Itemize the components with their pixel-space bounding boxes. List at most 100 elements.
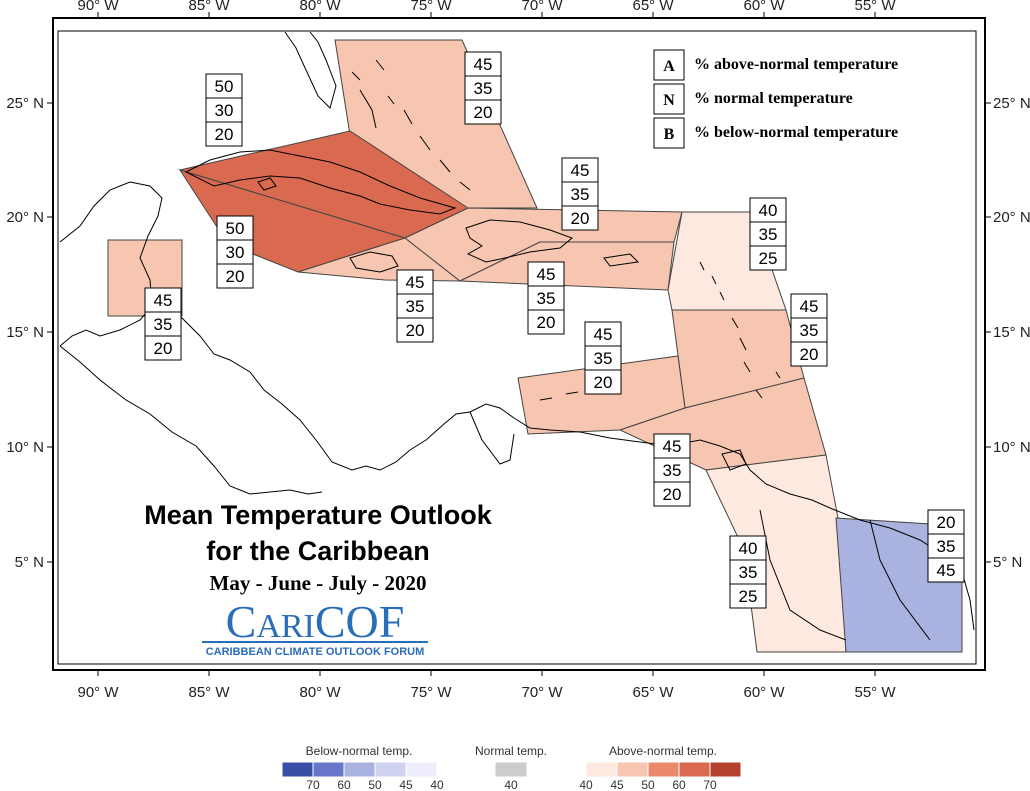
central-america-coast — [149, 305, 831, 509]
color-scale: Below-normal temp. Normal temp. Above-no… — [281, 744, 742, 791]
forecast-value: 35 — [406, 297, 425, 316]
region-puerto-rico — [459, 241, 675, 291]
lon-label: 70° W — [521, 0, 563, 14]
lon-label: 55° W — [854, 684, 896, 701]
forecast-value: 35 — [739, 563, 758, 582]
lesser-antilles — [699, 261, 781, 399]
scale-tick: 40 — [504, 778, 518, 791]
lon-label: 90° W — [77, 684, 119, 701]
scale-tick: 60 — [337, 778, 351, 791]
scale-swatch-above-40 — [585, 761, 618, 778]
lon-label: 55° W — [854, 0, 896, 14]
forecast-box-bahamas: 45 35 20 — [464, 51, 502, 125]
forecast-value: 20 — [594, 373, 613, 392]
forecast-value: 25 — [739, 587, 758, 606]
forecast-box-windward: 45 35 20 — [790, 293, 828, 367]
forecast-value: 45 — [406, 273, 425, 292]
forecast-box-cuba: 50 30 20 — [205, 73, 243, 147]
forecast-value: 45 — [537, 265, 556, 284]
forecast-value: 20 — [406, 321, 425, 340]
scale-title-below: Below-normal temp. — [306, 744, 413, 758]
forecast-value: 40 — [759, 201, 778, 220]
forecast-value: 45 — [800, 297, 819, 316]
title-period: May - June - July - 2020 — [210, 571, 427, 595]
lon-label: 75° W — [410, 0, 452, 14]
lat-label: 15° N — [993, 324, 1030, 341]
guiana-borders — [759, 509, 931, 641]
lon-label: 60° W — [743, 684, 785, 701]
forecast-value: 45 — [594, 325, 613, 344]
hispaniola-coast — [465, 219, 573, 263]
pacific-coast — [59, 345, 323, 495]
forecast-box-suriname-guiana: 20 35 45 — [927, 509, 965, 583]
forecast-value: 35 — [800, 321, 819, 340]
forecast-value: 35 — [594, 349, 613, 368]
lon-label: 80° W — [299, 0, 341, 14]
scale-swatch-below-70 — [281, 761, 314, 778]
forecast-box-guyana: 40 35 25 — [729, 535, 767, 609]
key-description: % normal temperature — [694, 90, 853, 107]
scale-swatch-below-40 — [405, 761, 438, 778]
forecast-value: 20 — [537, 313, 556, 332]
lat-label: 20° N — [993, 209, 1030, 226]
key-letter: A — [663, 58, 675, 75]
venezuela-inland — [469, 411, 515, 465]
key-letter: N — [663, 92, 675, 109]
trinidad-coast — [721, 449, 747, 471]
scale-title-above: Above-normal temp. — [609, 744, 717, 758]
forecast-value: 50 — [215, 77, 234, 96]
scale-title-normal: Normal temp. — [475, 744, 547, 758]
forecast-boxes: 45 35 20 50 30 20 50 30 20 45 35 20 45 3… — [144, 51, 965, 609]
inner-frame — [57, 30, 977, 665]
title-line-1: Mean Temperature Outlook — [144, 500, 493, 530]
scale-swatch-below-50 — [343, 761, 376, 778]
forecast-value: 30 — [226, 243, 245, 262]
puerto-rico-coast — [603, 253, 640, 267]
forecast-value: 45 — [663, 437, 682, 456]
key-letter: B — [664, 126, 675, 143]
lat-label: 15° N — [6, 324, 44, 341]
logo-wordmark: CARICOF — [226, 596, 405, 647]
scale-tick: 60 — [672, 778, 686, 791]
lat-label: 5° N — [993, 554, 1022, 571]
lon-labels-top: 90° W 85° W 80° W 75° W 70° W 65° W 60° … — [77, 0, 896, 14]
forecast-value: 20 — [215, 125, 234, 144]
scale-swatch-below-60 — [312, 761, 345, 778]
scale-swatch-above-45 — [616, 761, 649, 778]
forecast-value: 20 — [154, 339, 173, 358]
lat-label: 5° N — [15, 554, 44, 571]
lat-labels-left: 25° N 20° N 15° N 10° N 5° N — [6, 95, 44, 571]
lon-label: 90° W — [77, 0, 119, 14]
lat-labels-right: 25° N 20° N 15° N 10° N 5° N — [993, 95, 1030, 571]
forecast-box-abc: 45 35 20 — [584, 321, 622, 395]
forecast-value: 35 — [937, 537, 956, 556]
lat-label: 10° N — [6, 439, 44, 456]
scale-swatch-below-45 — [374, 761, 407, 778]
key-description: % above-normal temperature — [694, 56, 898, 73]
lon-label: 60° W — [743, 0, 785, 14]
forecast-value: 45 — [937, 561, 956, 580]
lon-label: 65° W — [632, 684, 674, 701]
forecast-box-belize: 45 35 20 — [144, 287, 182, 361]
forecast-box-puerto-rico: 45 35 20 — [527, 261, 565, 335]
forecast-value: 35 — [571, 185, 590, 204]
forecast-value: 45 — [474, 55, 493, 74]
scale-swatch-above-50 — [647, 761, 680, 778]
scale-tick: 50 — [641, 778, 655, 791]
forecast-value: 35 — [759, 225, 778, 244]
forecast-value: 25 — [759, 249, 778, 268]
forecast-box-trinidad: 45 35 20 — [653, 433, 691, 507]
forecast-value: 20 — [571, 209, 590, 228]
forecast-value: 35 — [537, 289, 556, 308]
logo-subtitle: CARIBBEAN CLIMATE OUTLOOK FORUM — [206, 646, 425, 658]
forecast-value: 40 — [739, 539, 758, 558]
map-key: A % above-normal temperature N % normal … — [653, 49, 898, 149]
coastlines — [59, 31, 975, 641]
forecast-value: 20 — [474, 103, 493, 122]
lat-label: 10° N — [993, 439, 1030, 456]
title-block: Mean Temperature Outlook for the Caribbe… — [144, 500, 493, 595]
forecast-value: 20 — [937, 513, 956, 532]
forecast-value: 35 — [154, 315, 173, 334]
tick-marks — [47, 12, 991, 676]
